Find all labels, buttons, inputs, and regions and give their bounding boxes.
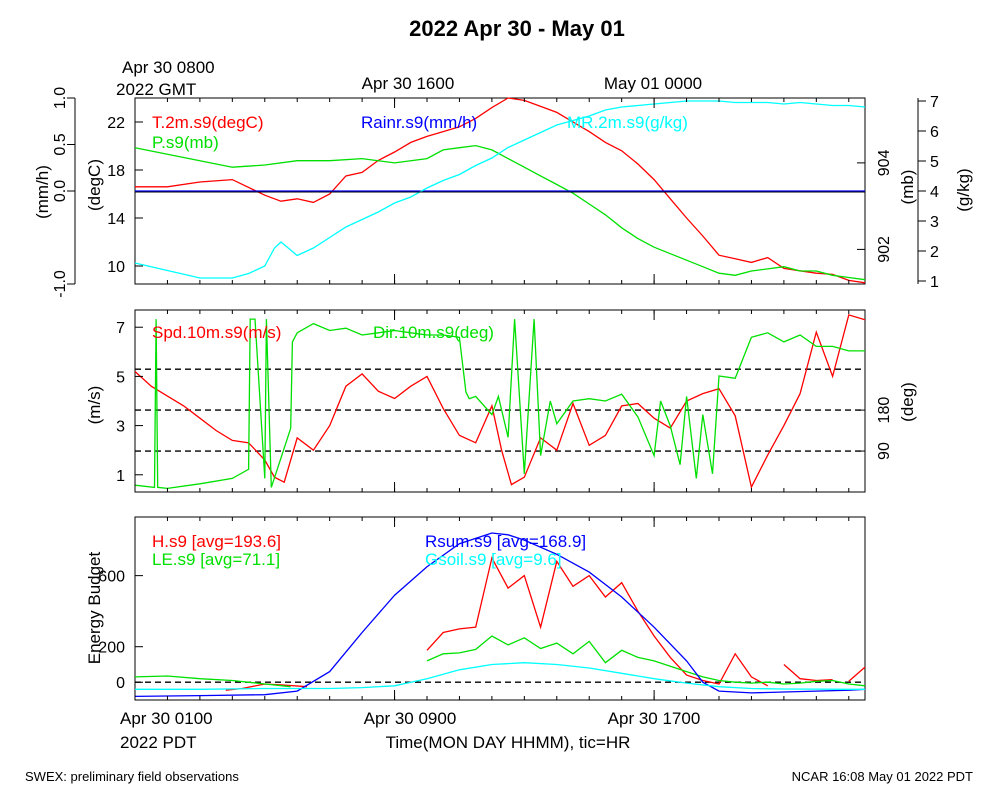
top-time-label-2: Apr 30 1600 [362, 74, 455, 93]
y-tick-label: 1 [930, 274, 939, 291]
figure-title: 2022 Apr 30 - May 01 [409, 16, 625, 41]
series-line-0-0 [135, 97, 866, 284]
axis-label-dir: (deg) [898, 382, 917, 422]
y-tick-label: 5 [930, 154, 939, 171]
y-tick-label: 904 [876, 149, 893, 176]
footer-left: SWEX: preliminary field observations [25, 769, 239, 784]
series-line-2-0 [848, 666, 866, 682]
legend-sensible-heat: H.s9 [avg=193.6] [152, 532, 281, 551]
axis-label-mr: (g/kg) [954, 168, 973, 211]
y-tick-label: 14 [107, 211, 125, 228]
y-tick-label: -1.0 [52, 270, 69, 298]
axis-label-spd: (m/s) [85, 386, 104, 425]
series-line-0-1 [134, 144, 866, 281]
axis-label-energy: Energy Budget [85, 551, 104, 664]
legend-wind-speed: Spd.10m.s9(m/s) [152, 323, 281, 342]
y-tick-label: 90 [876, 442, 893, 460]
bottom-time-label-2: Apr 30 0900 [364, 709, 457, 728]
y-tick-label: 22 [107, 115, 125, 132]
footer-right: NCAR 16:08 May 01 2022 PDT [792, 769, 973, 784]
series-line-2-3 [135, 662, 865, 690]
series-line-2-0 [783, 664, 833, 682]
y-tick-label: 0.5 [52, 133, 69, 155]
legend-latent-heat: LE.s9 [avg=71.1] [152, 550, 280, 569]
y-tick-label: 0 [116, 675, 125, 692]
wind-panel-axes: 1 3 5 7 90 180 [116, 310, 893, 492]
wind-panel [134, 314, 866, 490]
top-time-label-1a: Apr 30 0800 [122, 58, 215, 77]
y-tick-label: 180 [876, 397, 893, 424]
series-line-0-3 [134, 100, 866, 279]
bottom-time-label-1a: Apr 30 0100 [120, 709, 213, 728]
top-time-label-1b: 2022 GMT [116, 80, 196, 99]
axis-label-rain: (mm/h) [33, 165, 52, 219]
y-tick-label: 1.0 [52, 87, 69, 109]
y-tick-label: 18 [107, 163, 125, 180]
series-line-1-0 [134, 314, 866, 489]
top-time-label-3: May 01 0000 [604, 74, 702, 93]
legend-net-radiation: Rsum.s9 [avg=168.9] [425, 532, 586, 551]
bottom-time-label-1b: 2022 PDT [120, 733, 197, 752]
series-line-2-0 [426, 556, 769, 687]
y-tick-label: 2 [930, 244, 939, 261]
legend-rain-rate: Rainr.s9(mm/h) [361, 113, 477, 132]
wind-panel-frame [134, 309, 866, 493]
energy-panel [134, 532, 866, 698]
met-panel-axes: -1.0 0.0 0.5 1.0 10 14 18 22 902 904 1 2 3 4 5 6 7 [52, 87, 939, 298]
y-tick-label: 600 [98, 569, 125, 586]
y-tick-label: 902 [876, 236, 893, 263]
legend-pressure: P.s9(mb) [152, 133, 219, 152]
legend-wind-direction: Dir.10m.s9(deg) [373, 323, 494, 342]
met-panel [134, 97, 866, 284]
y-tick-label: 3 [116, 419, 125, 436]
energy-panel-axes: 0 200 600 [98, 517, 850, 700]
energy-panel-frame [134, 516, 866, 701]
y-tick-label: 6 [930, 124, 939, 141]
y-tick-label: 5 [116, 369, 125, 386]
legend-soil-heat: Gsoil.s9 [avg=9.6] [425, 550, 562, 569]
bottom-time-label-3: Apr 30 1700 [608, 709, 701, 728]
y-tick-label: 4 [930, 184, 939, 201]
series-line-2-1 [134, 675, 291, 688]
y-tick-label: 0.0 [52, 180, 69, 202]
y-tick-label: 7 [116, 320, 125, 337]
y-tick-label: 200 [98, 640, 125, 657]
y-tick-label: 1 [116, 468, 125, 485]
legend-temperature: T.2m.s9(degC) [152, 113, 263, 132]
series-line-2-1 [426, 635, 866, 687]
y-tick-label: 7 [930, 94, 939, 111]
legend-mixing-ratio: MR.2m.s9(g/kg) [567, 113, 688, 132]
axis-label-pres: (mb) [898, 170, 917, 205]
series-line-1-1 [134, 318, 865, 490]
y-tick-label: 3 [930, 214, 939, 231]
x-axis-label: Time(MON DAY HHMM), tic=HR [386, 733, 631, 752]
y-tick-label: 10 [107, 259, 125, 276]
axis-label-temp: (degC) [85, 159, 104, 211]
series-line-2-2 [134, 532, 866, 698]
